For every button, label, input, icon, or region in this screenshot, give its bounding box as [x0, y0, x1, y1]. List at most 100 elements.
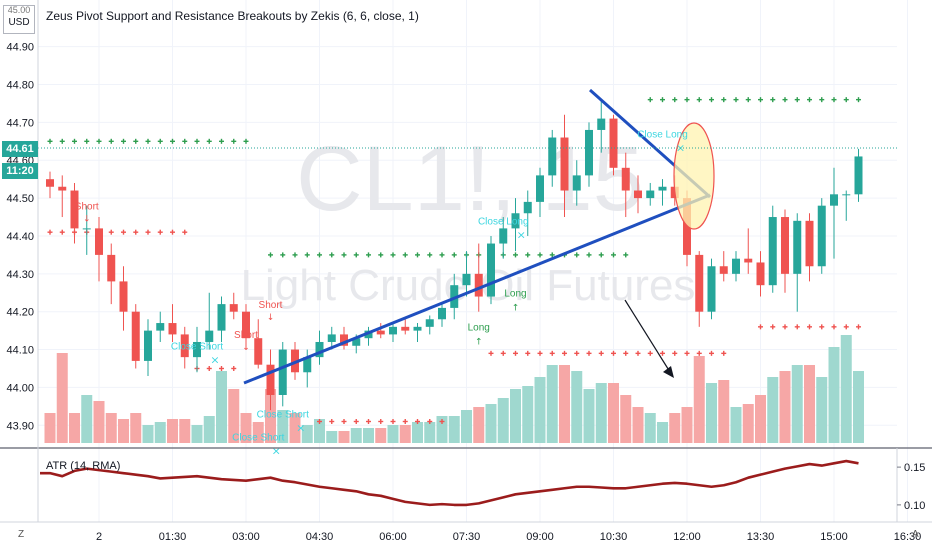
volume-bar	[730, 407, 742, 443]
time-tick-label: 03:00	[232, 531, 260, 543]
price-axis-top-label: 45.00	[7, 5, 31, 15]
time-tick-label: 2	[96, 531, 102, 543]
currency-label: USD	[8, 17, 30, 28]
candle-body	[217, 304, 226, 331]
candle-body	[805, 220, 814, 267]
price-axis[interactable]: 44.9044.8044.7044.6044.5044.4044.3044.20…	[6, 42, 34, 433]
atr-axis[interactable]: 0.15 0.10	[897, 462, 925, 512]
zoom-toggle[interactable]: Z	[18, 529, 25, 540]
candle-body	[242, 311, 250, 339]
volume-bar	[142, 425, 154, 443]
rising-trendline[interactable]	[243, 193, 711, 385]
volume-bar	[510, 389, 521, 443]
price-tick-label: 44.30	[6, 269, 34, 281]
volume-bar	[301, 425, 313, 443]
volume-bar	[203, 416, 215, 443]
candle-body	[572, 175, 581, 191]
volume-bar	[840, 335, 852, 443]
volume-bar	[767, 377, 779, 443]
price-tick-label: 44.80	[6, 80, 34, 92]
close-marker-icon: ×	[296, 422, 305, 435]
candle-body	[364, 330, 373, 339]
candle-body	[193, 341, 201, 358]
candle-body	[646, 190, 655, 199]
candle-body	[131, 311, 140, 361]
signal-label: Short	[234, 330, 258, 341]
volume-bar	[681, 407, 693, 443]
countdown-tag: 11:20	[2, 163, 38, 179]
candles	[46, 99, 863, 411]
price-tick-label: 44.90	[6, 42, 34, 54]
volume-bar	[179, 419, 191, 443]
short-arrow-icon: ↓	[83, 214, 91, 224]
atr-tick-label: 0.10	[904, 500, 925, 512]
volume-bar	[326, 431, 338, 443]
candle-body	[597, 118, 606, 130]
volume-bar	[93, 401, 105, 443]
candle-body	[168, 323, 177, 335]
arrow-line[interactable]	[624, 299, 671, 373]
strategy-signals: Short↓Short↓Short↓Close Short×Close Shor…	[75, 130, 688, 458]
time-axis[interactable]: 2 01:30 03:00 04:30 06:00 07:30 09:00 10:30 12:0…	[96, 531, 921, 543]
volume-bar	[350, 428, 362, 443]
candle-body	[180, 334, 189, 358]
candle-body	[523, 201, 532, 214]
volume-bar	[252, 422, 264, 443]
volume-bar	[791, 365, 803, 443]
candle-body	[793, 220, 802, 274]
candle-body	[303, 357, 312, 373]
candle-body	[781, 217, 789, 274]
candle-body	[830, 194, 838, 206]
price-tick-label: 44.40	[6, 231, 34, 243]
user-drawings[interactable]	[243, 88, 715, 385]
close-marker-icon: ×	[210, 354, 219, 367]
volume-bar	[118, 419, 129, 443]
volume-bar	[559, 365, 570, 443]
volume-bar	[216, 371, 227, 443]
candle-body	[119, 281, 128, 312]
candle-body	[254, 338, 263, 365]
signal-label: Close Long	[637, 130, 688, 141]
atr-legend[interactable]: ATR (14, RMA)	[46, 460, 121, 472]
candle-body	[744, 258, 753, 263]
highlight-ellipse[interactable]	[673, 122, 715, 230]
price-tick-label: 44.10	[6, 345, 34, 357]
volume-bar	[828, 347, 840, 443]
time-tick-label: 04:30	[306, 531, 334, 543]
volume-bar	[755, 395, 766, 443]
volume-bar	[461, 410, 472, 443]
volume-bar	[375, 428, 387, 443]
candle-body	[462, 273, 471, 286]
candle-body	[266, 364, 275, 395]
volume-bar	[620, 395, 632, 443]
time-tick-label: 13:30	[747, 531, 775, 543]
time-tick-label: 09:00	[526, 531, 554, 543]
volume-bar	[399, 425, 411, 443]
volume-bar	[816, 377, 828, 443]
candle-body	[707, 266, 716, 312]
volume-bar	[522, 386, 534, 443]
volume-bar	[105, 413, 117, 443]
volume-bar	[228, 389, 240, 443]
signal-label: Close Short	[232, 432, 284, 443]
currency-selector[interactable]: 45.00 USD	[3, 5, 35, 34]
volume-bar	[497, 398, 509, 443]
volume-bar	[718, 380, 730, 443]
volume-bar	[657, 422, 668, 443]
candle-body	[46, 179, 54, 187]
volume-bar	[583, 389, 595, 443]
volume-bar	[571, 371, 583, 443]
candle-body	[474, 273, 483, 297]
candle-body	[70, 190, 79, 229]
auto-scale-toggle[interactable]: A	[912, 529, 919, 540]
candle-body	[695, 254, 704, 312]
candle-body	[107, 254, 116, 282]
volume-bar	[632, 407, 644, 443]
volume-bar	[473, 407, 485, 443]
candle-body	[768, 217, 777, 286]
candle-body	[585, 129, 593, 176]
time-tick-label: 16:30	[894, 531, 922, 543]
volume-bar	[56, 353, 68, 443]
indicator-legend[interactable]: Zeus Pivot Support and Resistance Breako…	[46, 9, 419, 23]
